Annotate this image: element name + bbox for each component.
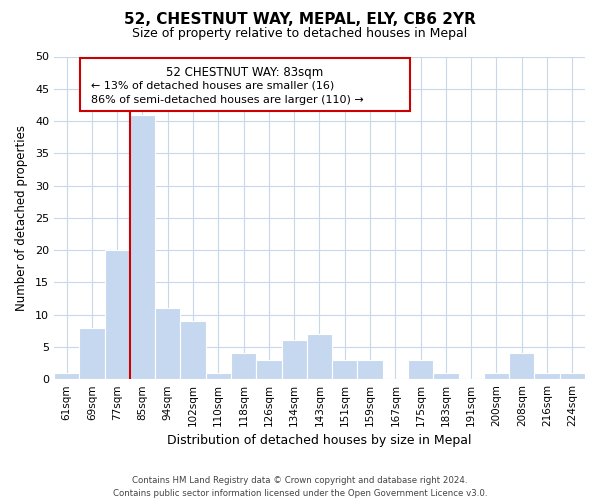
Bar xyxy=(509,354,535,379)
Bar xyxy=(408,360,433,379)
Text: Size of property relative to detached houses in Mepal: Size of property relative to detached ho… xyxy=(133,28,467,40)
Bar xyxy=(130,114,155,379)
Bar xyxy=(358,360,383,379)
Text: 52, CHESTNUT WAY, MEPAL, ELY, CB6 2YR: 52, CHESTNUT WAY, MEPAL, ELY, CB6 2YR xyxy=(124,12,476,28)
Bar xyxy=(206,372,231,379)
Bar xyxy=(535,372,560,379)
Text: 86% of semi-detached houses are larger (110) →: 86% of semi-detached houses are larger (… xyxy=(91,95,364,105)
X-axis label: Distribution of detached houses by size in Mepal: Distribution of detached houses by size … xyxy=(167,434,472,448)
Bar xyxy=(231,354,256,379)
Bar xyxy=(79,328,104,379)
Y-axis label: Number of detached properties: Number of detached properties xyxy=(15,125,28,311)
Text: Contains HM Land Registry data © Crown copyright and database right 2024.
Contai: Contains HM Land Registry data © Crown c… xyxy=(113,476,487,498)
Bar xyxy=(281,340,307,379)
Bar xyxy=(155,308,181,379)
Text: ← 13% of detached houses are smaller (16): ← 13% of detached houses are smaller (16… xyxy=(91,80,334,90)
Bar xyxy=(256,360,281,379)
Bar xyxy=(332,360,358,379)
Bar xyxy=(307,334,332,379)
Bar xyxy=(104,250,130,379)
Bar xyxy=(181,321,206,379)
Text: 52 CHESTNUT WAY: 83sqm: 52 CHESTNUT WAY: 83sqm xyxy=(166,66,324,79)
Bar xyxy=(484,372,509,379)
Bar xyxy=(560,372,585,379)
Bar xyxy=(433,372,458,379)
Bar xyxy=(54,372,79,379)
FancyBboxPatch shape xyxy=(80,58,410,112)
